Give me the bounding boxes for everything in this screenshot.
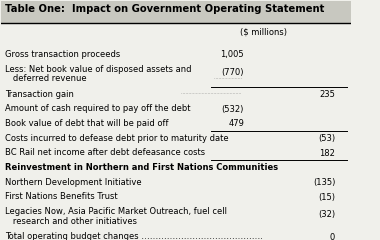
Text: Costs incurred to defease debt prior to maturity date: Costs incurred to defease debt prior to … (5, 134, 228, 143)
Text: Transaction gain: Transaction gain (5, 90, 74, 99)
Text: Northern Development Initiative: Northern Development Initiative (5, 178, 141, 187)
Text: 235: 235 (319, 90, 335, 99)
Text: (135): (135) (313, 178, 335, 187)
Text: deferred revenue: deferred revenue (5, 74, 87, 83)
Text: 479: 479 (228, 120, 244, 128)
Text: (53): (53) (318, 134, 335, 143)
Text: research and other initiatives: research and other initiatives (5, 217, 137, 226)
Text: Total operating budget changes …………………………………….: Total operating budget changes ………………………… (5, 232, 263, 240)
Text: (32): (32) (318, 210, 335, 220)
Text: 0: 0 (330, 233, 335, 240)
Text: Amount of cash required to pay off the debt: Amount of cash required to pay off the d… (5, 104, 190, 114)
Text: Less: Net book value of disposed assets and: Less: Net book value of disposed assets … (5, 65, 192, 74)
Text: 1,005: 1,005 (220, 50, 244, 59)
Text: First Nations Benefits Trust: First Nations Benefits Trust (5, 192, 117, 201)
Text: ($ millions): ($ millions) (240, 28, 287, 37)
Text: Gross transaction proceeds: Gross transaction proceeds (5, 50, 120, 59)
Text: 182: 182 (319, 149, 335, 158)
Text: Legacies Now, Asia Pacific Market Outreach, fuel cell: Legacies Now, Asia Pacific Market Outrea… (5, 207, 227, 216)
FancyBboxPatch shape (1, 1, 351, 23)
Text: Table One:  Impact on Government Operating Statement: Table One: Impact on Government Operatin… (5, 4, 324, 14)
Text: BC Rail net income after debt defeasance costs: BC Rail net income after debt defeasance… (5, 149, 205, 157)
Text: Book value of debt that will be paid off: Book value of debt that will be paid off (5, 119, 168, 128)
Text: (532): (532) (222, 105, 244, 114)
Text: Reinvestment in Northern and First Nations Communities: Reinvestment in Northern and First Natio… (5, 163, 278, 172)
Text: (770): (770) (222, 68, 244, 77)
Text: (15): (15) (318, 193, 335, 202)
